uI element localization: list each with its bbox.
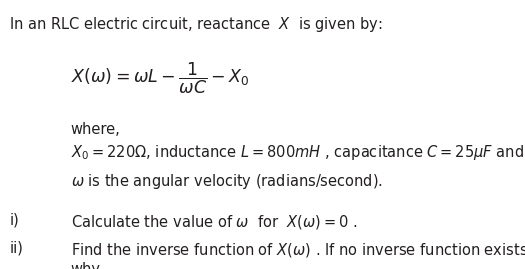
Text: $\mathit{X}_0 = 220\Omega$, inductance $\mathit{L} = 800\mathit{mH}$ , capacitan: $\mathit{X}_0 = 220\Omega$, inductance $… — [71, 143, 524, 162]
Text: $\omega$ is the angular velocity (radians/second).: $\omega$ is the angular velocity (radian… — [71, 172, 383, 191]
Text: why.: why. — [71, 262, 103, 269]
Text: $\mathit{X}(\omega) = \omega \mathit{L} - \dfrac{1}{\omega \mathit{C}} - \mathit: $\mathit{X}(\omega) = \omega \mathit{L} … — [71, 61, 249, 96]
Text: Find the inverse function of $\mathit{X}(\omega)$ . If no inverse function exist: Find the inverse function of $\mathit{X}… — [71, 241, 525, 260]
Text: i): i) — [9, 213, 19, 228]
Text: where,: where, — [71, 122, 121, 137]
Text: In an RLC electric circuit, reactance  $\mathit{X}$  is given by:: In an RLC electric circuit, reactance $\… — [9, 15, 383, 34]
Text: Calculate the value of $\omega$  for  $\mathit{X}(\omega) = 0$ .: Calculate the value of $\omega$ for $\ma… — [71, 213, 358, 231]
Text: ii): ii) — [9, 241, 23, 256]
